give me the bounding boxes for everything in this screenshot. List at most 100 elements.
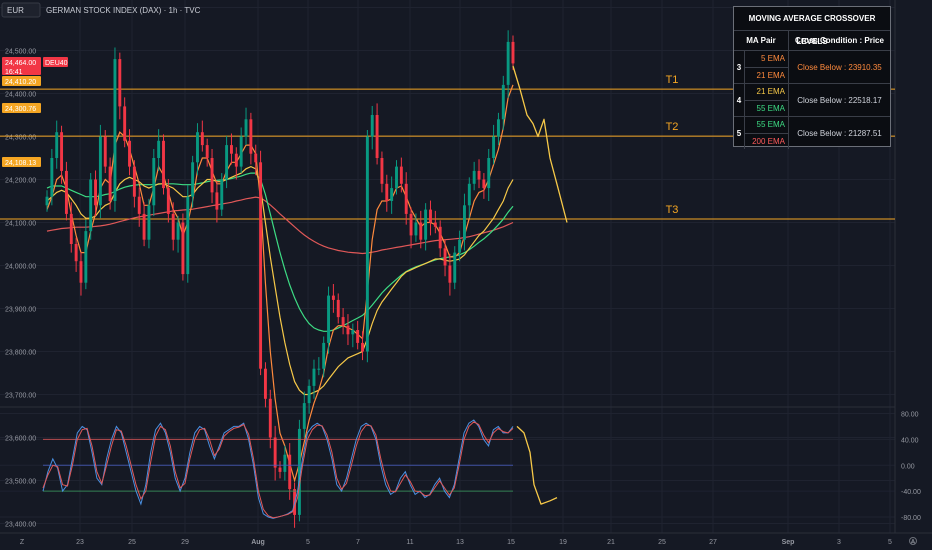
condition-header: Cross Condition : Price bbox=[795, 36, 884, 45]
currency-box[interactable] bbox=[1, 2, 41, 18]
candle-body bbox=[137, 196, 141, 214]
candle-body bbox=[259, 162, 263, 369]
time-tick: 13 bbox=[456, 539, 464, 546]
candle-body bbox=[176, 222, 180, 240]
time-tick: Z bbox=[20, 539, 25, 546]
candle-body bbox=[123, 106, 127, 141]
candle-body bbox=[404, 183, 408, 214]
price-tick: 24,200.00 bbox=[5, 178, 36, 185]
time-tick: 21 bbox=[607, 539, 615, 546]
candle-body bbox=[220, 179, 224, 210]
candle-body bbox=[283, 454, 287, 472]
symbol-header[interactable]: EUR GERMAN STOCK INDEX (DAX) · 1h · TVC bbox=[1, 2, 201, 18]
time-tick: 27 bbox=[709, 539, 717, 546]
candles bbox=[45, 30, 515, 528]
candle-body bbox=[317, 368, 321, 370]
ma-pair: 55 EMA 200 EMA bbox=[745, 117, 789, 149]
candle-body bbox=[98, 136, 102, 206]
badge-text: 24,410.20 bbox=[5, 79, 36, 86]
time-tick: 3 bbox=[837, 539, 841, 546]
candle-body bbox=[186, 196, 190, 275]
price-tick: 23,500.00 bbox=[5, 479, 36, 486]
candle-body bbox=[210, 158, 214, 193]
oscillator-axis[interactable]: 80.00 40.00 0.00 -40.00 -80.00 bbox=[901, 412, 921, 523]
time-axis[interactable]: Z 23 25 29 Aug 5 7 11 13 15 19 21 25 27 Sep 3 5 A bbox=[20, 539, 916, 546]
ma-table-title: MOVING AVERAGE CROSSOVER LEVELS bbox=[734, 7, 890, 46]
price-tick: 24,400.00 bbox=[5, 92, 36, 99]
candle-body bbox=[307, 385, 311, 404]
time-tick: 23 bbox=[76, 539, 84, 546]
candle-body bbox=[424, 209, 428, 240]
candle-body bbox=[453, 252, 457, 283]
candle-body bbox=[94, 179, 97, 206]
price-tick: 24,300.00 bbox=[5, 135, 36, 142]
candle-body bbox=[200, 132, 204, 146]
badge-text: 16:41 bbox=[5, 69, 23, 76]
candle-body bbox=[356, 330, 360, 343]
candle-body bbox=[205, 145, 209, 158]
candle-body bbox=[234, 153, 238, 167]
candle-body bbox=[380, 158, 384, 184]
osc-tick: 0.00 bbox=[901, 463, 915, 470]
fast-ma-label: 55 EMA bbox=[745, 117, 788, 134]
candle-body bbox=[365, 136, 369, 352]
candle-body bbox=[477, 170, 481, 180]
ma-table-row: 5 55 EMA 200 EMA Close Below : 21287.51 bbox=[734, 117, 890, 149]
candle-body bbox=[288, 454, 292, 490]
candle-body bbox=[45, 196, 49, 206]
ema-55-line bbox=[46, 172, 514, 332]
badge-text: 24,464.00 bbox=[5, 60, 36, 67]
candle-body bbox=[273, 437, 277, 468]
candle-body bbox=[336, 299, 340, 318]
candle-body bbox=[361, 342, 364, 352]
candle-body bbox=[166, 188, 170, 214]
time-tick: 19 bbox=[559, 539, 567, 546]
candle-body bbox=[191, 162, 195, 197]
time-tick: 5 bbox=[888, 539, 892, 546]
candle-body bbox=[433, 222, 437, 227]
candle-body bbox=[55, 132, 59, 158]
projection-path-main bbox=[512, 65, 568, 223]
row-number: 5 bbox=[734, 117, 745, 149]
ema-21-line bbox=[46, 165, 514, 396]
candle-body bbox=[511, 41, 515, 64]
candle-body bbox=[249, 119, 253, 154]
candle-body bbox=[385, 183, 389, 201]
candle-body bbox=[196, 132, 199, 163]
price-badges: 24,464.00 16:41 DEU40 24,410.20 24,300.76 24,… bbox=[2, 57, 68, 167]
time-tick: Aug bbox=[251, 539, 265, 546]
candle-body bbox=[254, 153, 258, 163]
candle-body bbox=[230, 145, 233, 154]
candle-body bbox=[458, 239, 462, 253]
time-tick: 5 bbox=[306, 539, 310, 546]
candle-body bbox=[103, 136, 107, 167]
candle-body bbox=[448, 265, 452, 283]
ema-200-line bbox=[46, 196, 514, 255]
target-label: T2 bbox=[666, 121, 679, 133]
t3-price-badge: 24,108.13 bbox=[2, 157, 41, 167]
candle-body bbox=[506, 41, 510, 85]
price-tick: 24,500.00 bbox=[5, 49, 36, 56]
candle-body bbox=[239, 136, 243, 167]
currency-label: EUR bbox=[7, 6, 24, 15]
slow-ma-label: 55 EMA bbox=[756, 103, 785, 113]
candle-body bbox=[244, 119, 248, 137]
projection-path-oscillator bbox=[516, 425, 558, 505]
ma-pair-header: MA Pair bbox=[734, 31, 789, 50]
settings-icon[interactable] bbox=[909, 537, 917, 545]
osc-tick: -80.00 bbox=[901, 515, 921, 522]
projection-paths bbox=[512, 65, 568, 505]
ma-table-row: 4 21 EMA 55 EMA Close Below : 22518.17 bbox=[734, 84, 890, 117]
price-tick: 23,400.00 bbox=[5, 522, 36, 529]
candle-body bbox=[64, 170, 68, 214]
candle-body bbox=[181, 222, 185, 275]
candle-body bbox=[375, 115, 379, 158]
candle-body bbox=[414, 222, 418, 236]
candle-body bbox=[302, 403, 306, 429]
candle-body bbox=[171, 213, 175, 240]
candle-body bbox=[312, 368, 316, 386]
candle-body bbox=[443, 248, 447, 266]
candle-body bbox=[463, 205, 466, 240]
candle-body bbox=[419, 222, 423, 240]
ma-crossover-table: MOVING AVERAGE CROSSOVER LEVELS MA Pair … bbox=[733, 6, 891, 149]
